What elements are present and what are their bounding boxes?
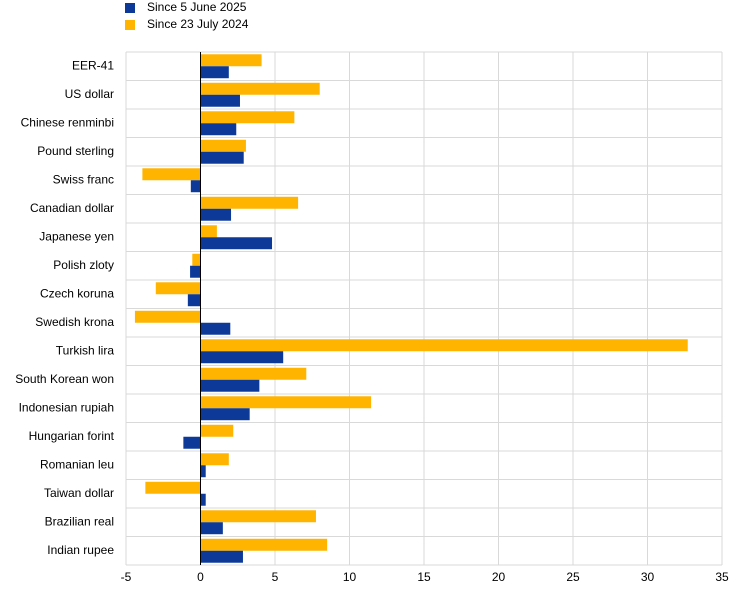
bar xyxy=(200,82,320,95)
category-label: South Korean won xyxy=(15,372,114,386)
x-tick-label: 5 xyxy=(272,570,279,584)
category-label: Brazilian real xyxy=(45,514,114,528)
category-label: EER-41 xyxy=(72,58,114,72)
category-label: Czech koruna xyxy=(40,286,114,300)
legend-label: Since 23 July 2024 xyxy=(147,17,249,31)
category-label: Chinese renminbi xyxy=(21,115,114,129)
category-label: Hungarian forint xyxy=(29,429,115,443)
x-tick-label: 0 xyxy=(197,570,204,584)
bar xyxy=(200,351,284,364)
category-label: Pound sterling xyxy=(37,144,114,158)
bar xyxy=(190,265,201,278)
category-label: Taiwan dollar xyxy=(44,486,114,500)
bar xyxy=(200,94,240,107)
bar xyxy=(200,322,231,335)
x-tick-label: 25 xyxy=(566,570,580,584)
bar xyxy=(187,294,201,307)
legend-swatch xyxy=(125,20,135,30)
bar xyxy=(200,465,206,478)
bar xyxy=(200,208,232,221)
category-label: Romanian leu xyxy=(40,457,114,471)
bar xyxy=(200,424,234,437)
bar xyxy=(200,54,262,67)
bar xyxy=(200,379,260,392)
bar xyxy=(190,180,201,193)
category-label: Swedish krona xyxy=(35,315,114,329)
bar xyxy=(155,282,201,295)
legend-swatch xyxy=(125,3,135,13)
x-tick-label: 20 xyxy=(492,570,506,584)
bar xyxy=(145,481,201,494)
category-label: Canadian dollar xyxy=(30,201,114,215)
bar xyxy=(200,396,372,409)
x-tick-label: -5 xyxy=(121,570,132,584)
x-tick-label: 35 xyxy=(715,570,729,584)
category-label: Turkish lira xyxy=(56,343,115,357)
x-tick-label: 30 xyxy=(641,570,655,584)
bar xyxy=(200,123,237,136)
bar xyxy=(200,196,299,209)
category-label: Polish zloty xyxy=(53,258,114,272)
bar xyxy=(200,66,229,79)
category-label: Indian rupee xyxy=(47,543,114,557)
bar xyxy=(200,453,229,466)
bar xyxy=(200,339,688,352)
bar xyxy=(200,510,316,523)
bar xyxy=(142,168,201,181)
bar xyxy=(200,408,250,421)
bar xyxy=(200,237,273,250)
x-tick-label: 15 xyxy=(417,570,431,584)
bar xyxy=(200,550,243,563)
bar xyxy=(200,139,246,152)
bar xyxy=(200,538,328,551)
category-label: US dollar xyxy=(65,87,114,101)
bar xyxy=(183,436,201,449)
category-label: Swiss franc xyxy=(53,172,114,186)
bar xyxy=(200,225,217,238)
bar xyxy=(200,151,244,164)
legend-label: Since 5 June 2025 xyxy=(147,0,247,14)
category-label: Japanese yen xyxy=(39,229,114,243)
bar xyxy=(200,522,223,535)
bar xyxy=(200,367,307,380)
bar xyxy=(200,493,206,506)
bar xyxy=(134,310,201,323)
category-label: Indonesian rupiah xyxy=(19,400,114,414)
x-tick-label: 10 xyxy=(343,570,357,584)
bar xyxy=(192,253,201,266)
bar xyxy=(200,111,295,124)
